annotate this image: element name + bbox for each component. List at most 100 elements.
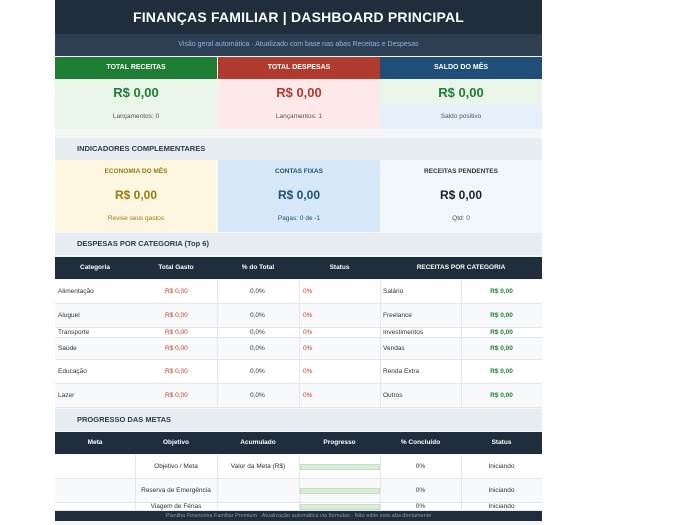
table-row: Transporte R$ 0,00 0,0% 0% Investimentos… <box>55 328 542 338</box>
goal-status: Iniciando <box>488 503 515 510</box>
income-category: Renda Extra <box>383 368 420 375</box>
col-categoria: Categoria <box>80 264 110 271</box>
expense-category: Alimentação <box>58 288 94 295</box>
income-category: Vendas <box>383 345 405 352</box>
income-category: Investimentos <box>383 329 424 336</box>
kpi-card-despesas: R$ 0,00 Lançamentos: 1 <box>218 79 380 129</box>
table-row: Alimentação R$ 0,00 0,0% 0% Salário R$ 0… <box>55 280 542 304</box>
col-status: Status <box>329 264 350 271</box>
expense-pct: 0,0% <box>250 368 265 375</box>
expense-category: Aluguel <box>58 312 80 319</box>
col-pct-concluido: % Concluído <box>400 439 441 446</box>
expense-status: 0% <box>303 368 313 375</box>
expenses-table-header: Categoria Total Gasto % do Total Status … <box>55 257 542 279</box>
kpi-value-saldo: R$ 0,00 <box>438 85 484 100</box>
indicator-card-contas: CONTAS FIXAS R$ 0,00 Pagas: 0 de -1 <box>218 160 380 232</box>
dashboard-title: FINANÇAS FAMILIAR | DASHBOARD PRINCIPAL <box>55 0 542 34</box>
income-value: R$ 0,00 <box>490 392 513 399</box>
income-value: R$ 0,00 <box>490 288 513 295</box>
indicator-sub-contas: Pagas: 0 de -1 <box>277 215 321 222</box>
kpi-card-receitas: R$ 0,00 Lançamentos: 0 <box>55 79 217 129</box>
table-row: Lazer R$ 0,00 0,0% 0% Outros R$ 0,00 <box>55 384 542 408</box>
col-total-gasto: Total Gasto <box>158 264 194 271</box>
kpi-sub-despesas: Lançamentos: 1 <box>275 113 323 120</box>
expense-status: 0% <box>303 288 313 295</box>
goal-acumulado <box>217 479 299 502</box>
expense-category: Lazer <box>58 392 75 399</box>
expense-total: R$ 0,00 <box>165 329 188 336</box>
goal-objetivo: Reserva de Emergência <box>141 487 211 494</box>
table-row: Reserva de Emergência 0% Iniciando <box>55 479 542 503</box>
goal-progress <box>299 503 380 510</box>
goals-section-title: PROGRESSO DAS METAS <box>55 409 542 431</box>
table-row: Objetivo / Meta Valor da Meta (R$) 0% In… <box>55 455 542 479</box>
col-progresso: Progresso <box>323 439 356 446</box>
expense-pct: 0,0% <box>250 288 265 295</box>
goal-meta <box>55 455 135 478</box>
dashboard-footer: Planilha Financeira Familiar Premium · A… <box>55 511 542 521</box>
goal-progress <box>299 479 380 502</box>
goal-meta <box>55 503 135 510</box>
income-value: R$ 0,00 <box>490 329 513 336</box>
goal-progress-bar <box>299 463 380 470</box>
expense-status: 0% <box>303 345 313 352</box>
kpi-card-saldo: R$ 0,00 Saldo positivo <box>380 79 542 129</box>
income-value: R$ 0,00 <box>490 368 513 375</box>
expense-pct: 0,0% <box>250 392 265 399</box>
expense-category: Educação <box>58 368 87 375</box>
indicator-label-pendentes: RECEITAS PENDENTES <box>424 168 498 175</box>
expense-status: 0% <box>303 312 313 319</box>
goal-status: Iniciando <box>488 487 515 494</box>
goal-objetivo: Objetivo / Meta <box>154 463 198 470</box>
expense-total: R$ 0,00 <box>165 288 188 295</box>
indicator-card-economia: ECONOMIA DO MÊS R$ 0,00 Revise seus gast… <box>55 160 217 232</box>
expense-total: R$ 0,00 <box>165 312 188 319</box>
indicator-label-contas: CONTAS FIXAS <box>275 168 323 175</box>
income-category: Outros <box>383 392 403 399</box>
expense-total: R$ 0,00 <box>165 345 188 352</box>
table-row: Aluguel R$ 0,00 0,0% 0% Freelance R$ 0,0… <box>55 304 542 328</box>
goal-meta <box>55 479 135 502</box>
goal-progress-bar <box>299 503 380 510</box>
goal-progress <box>299 455 380 478</box>
indicator-value-economia: R$ 0,00 <box>114 188 158 202</box>
table-row: Saúde R$ 0,00 0,0% 0% Vendas R$ 0,00 <box>55 338 542 360</box>
goal-pct: 0% <box>415 463 426 470</box>
expense-total: R$ 0,00 <box>165 368 188 375</box>
expense-total: R$ 0,00 <box>165 392 188 399</box>
goal-pct: 0% <box>415 487 426 494</box>
goal-acumulado <box>217 503 299 510</box>
indicators-section-title: INDICADORES COMPLEMENTARES <box>55 138 542 160</box>
col-objetivo: Objetivo <box>162 439 189 446</box>
goal-objetivo: Viagem de Férias <box>150 503 202 510</box>
goal-status: Iniciando <box>488 463 515 470</box>
expense-pct: 0,0% <box>250 312 265 319</box>
indicator-card-pendentes: RECEITAS PENDENTES R$ 0,00 Qtd: 0 <box>380 160 542 232</box>
table-row: Educação R$ 0,00 0,0% 0% Renda Extra R$ … <box>55 360 542 384</box>
expense-category: Transporte <box>58 329 90 336</box>
income-category: Freelance <box>383 312 412 319</box>
indicator-value-pendentes: R$ 0,00 <box>439 188 483 202</box>
income-value: R$ 0,00 <box>490 312 513 319</box>
table-row: Viagem de Férias 0% Iniciando <box>55 503 542 511</box>
col-meta: Meta <box>87 439 103 446</box>
expense-pct: 0,0% <box>250 329 265 336</box>
kpi-sub-receitas: Lançamentos: 0 <box>112 113 160 120</box>
indicator-value-contas: R$ 0,00 <box>277 188 321 202</box>
goal-pct: 0% <box>415 503 426 510</box>
col-receitas-categoria: RECEITAS POR CATEGORIA <box>416 264 506 271</box>
expense-pct: 0,0% <box>250 345 265 352</box>
col-pct-total: % do Total <box>241 264 275 271</box>
expense-status: 0% <box>303 329 313 336</box>
goals-table-header: Meta Objetivo Acumulado Progresso % Conc… <box>55 432 542 454</box>
kpi-header-despesas: TOTAL DESPESAS <box>218 57 380 79</box>
kpi-value-receitas: R$ 0,00 <box>113 85 159 100</box>
indicator-label-economia: ECONOMIA DO MÊS <box>104 168 168 175</box>
expense-category: Saúde <box>58 345 77 352</box>
indicator-sub-economia: Revise seus gastos <box>107 215 165 222</box>
kpi-header-receitas: TOTAL RECEITAS <box>55 57 217 79</box>
goal-acumulado: Valor da Meta (R$) <box>230 463 286 470</box>
expense-status: 0% <box>303 392 313 399</box>
dashboard-subtitle: Visão geral automática · Atualizado com … <box>55 34 542 56</box>
kpi-value-despesas: R$ 0,00 <box>276 85 322 100</box>
